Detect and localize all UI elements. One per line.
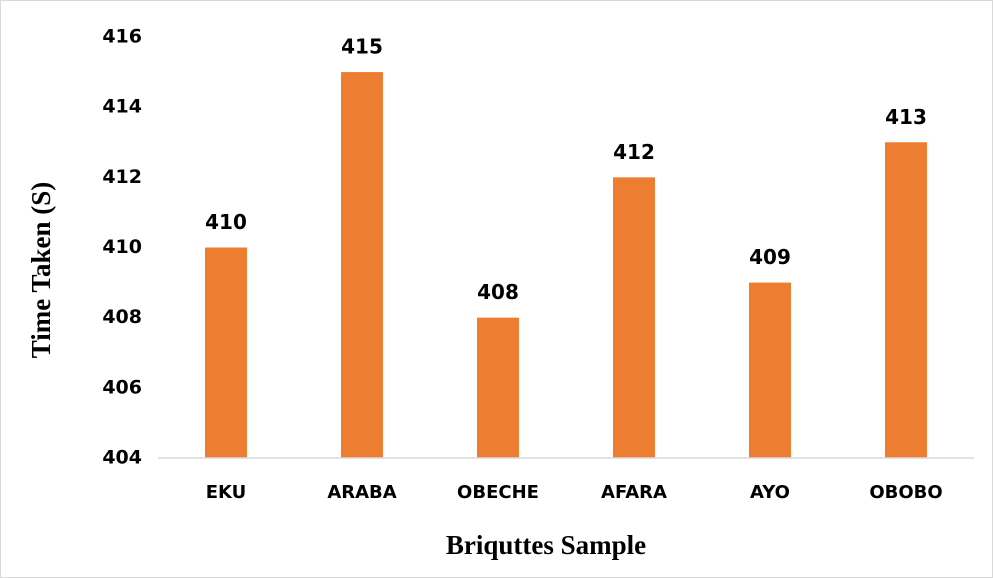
bar [477,317,519,458]
x-axis-title: Briquttes Sample [446,530,646,560]
bar [749,282,791,458]
y-tick-label: 408 [102,306,142,328]
y-axis-title: Time Taken (S) [26,182,56,359]
data-label: 412 [613,140,655,164]
x-tick-label: AFARA [601,482,667,503]
y-tick-label: 406 [102,376,142,398]
x-tick-label: OBECHE [457,482,539,503]
bar [205,247,247,458]
y-tick-label: 414 [102,96,142,118]
data-label: 409 [749,245,791,269]
x-tick-label: OBOBO [869,482,942,503]
data-label: 415 [341,35,383,59]
x-tick-label: AYO [750,482,790,503]
y-tick-label: 410 [102,236,142,258]
y-tick-label: 416 [102,26,142,48]
data-label: 408 [477,280,519,304]
y-tick-label: 404 [102,447,142,469]
data-label: 413 [885,105,927,129]
bar [885,142,927,458]
data-label: 410 [205,210,247,234]
bar [341,72,383,458]
y-tick-label: 412 [102,166,142,188]
x-tick-label: EKU [206,482,247,503]
bar [613,177,655,459]
x-tick-label: ARABA [327,482,396,503]
